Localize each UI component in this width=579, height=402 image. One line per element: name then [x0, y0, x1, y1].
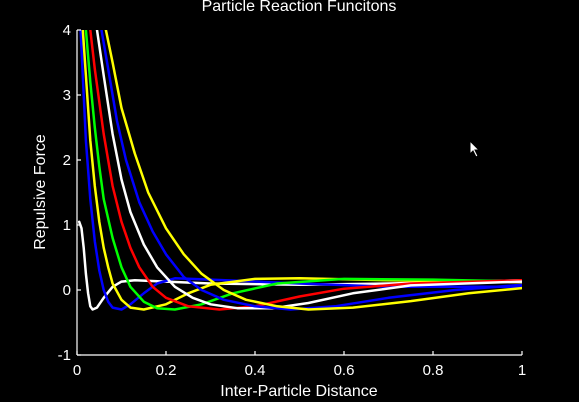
- y-tick-label: -1: [58, 347, 71, 364]
- y-tick-label: 2: [63, 152, 71, 169]
- series-line-2: [79, 30, 522, 311]
- series-layer: [77, 30, 522, 311]
- series-line-7: [100, 30, 522, 311]
- chart-title: Particle Reaction Funcitons: [202, 0, 397, 15]
- x-tick-label: 0: [73, 362, 81, 379]
- x-tick-label: 0.2: [156, 362, 177, 379]
- x-tick-label: 1: [518, 362, 526, 379]
- y-tick-label: 3: [63, 87, 71, 104]
- series-line-3: [81, 30, 522, 311]
- series-line-5: [89, 30, 522, 311]
- series-line-6: [95, 30, 522, 310]
- x-axis-label: Inter-Particle Distance: [220, 383, 377, 400]
- y-tick-label: 1: [63, 217, 71, 234]
- y-tick-label: 0: [63, 282, 71, 299]
- series-line-1: [77, 220, 522, 311]
- series-line-8: [104, 30, 522, 311]
- x-tick-label: 0.6: [334, 362, 355, 379]
- y-axis-label: Repulsive Force: [32, 134, 49, 250]
- y-tick-label: 4: [63, 22, 71, 39]
- series-line-4: [84, 30, 522, 311]
- x-tick-label: 0.4: [245, 362, 266, 379]
- x-tick-label: 0.8: [423, 362, 444, 379]
- mouse-pointer-icon: [469, 140, 481, 158]
